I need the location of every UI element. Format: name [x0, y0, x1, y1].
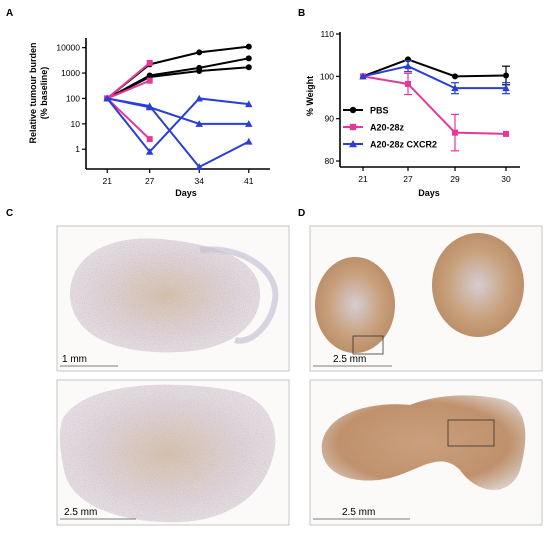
chart-a-point — [245, 64, 252, 71]
scale-label-c-top: 1 mm — [62, 354, 87, 365]
chart-a-point — [196, 68, 203, 75]
panel-label-d: D — [298, 208, 305, 219]
chart-a-point — [145, 103, 154, 111]
micrograph-c-top: 1 mm — [56, 225, 290, 372]
chart-a-ylabel: Relative tumour burden — [28, 42, 38, 143]
micrograph-d-top: 2.5 mm — [309, 225, 543, 372]
chart-b-y-tick-label: 110 — [320, 29, 334, 39]
chart-a-x-tick-label: 27 — [145, 176, 155, 186]
chart-b-series-line — [362, 58, 507, 78]
chart-a-series-line — [106, 62, 151, 100]
chart-b-y-tick-label: 80 — [325, 156, 335, 166]
chart-b-ylabel: % Weight — [305, 76, 315, 116]
chart-a-point — [146, 59, 153, 66]
chart-a-point — [195, 94, 203, 102]
chart-a-y-tick-label: 1000 — [61, 68, 80, 78]
chart-a-point — [245, 100, 253, 108]
panel-label-c: C — [6, 208, 13, 219]
chart-b-point — [503, 72, 509, 79]
panel-label-a: A — [6, 8, 13, 19]
chart-b-legend-marker — [349, 123, 357, 131]
chart-b-point — [503, 130, 509, 137]
chart-a-x-tick-label: 21 — [102, 176, 112, 186]
chart-a-point — [196, 49, 203, 56]
chart-b-legend-label: PBS — [370, 106, 389, 116]
micrograph-c-bottom: 2.5 mm — [56, 379, 290, 526]
chart-a-xlabel: Days — [175, 188, 197, 198]
chart-b-xlabel: Days — [418, 188, 440, 198]
chart-b-point — [502, 84, 510, 92]
chart-a-series-line — [106, 97, 249, 154]
chart-a-point — [245, 120, 253, 127]
chart-b-series-line — [362, 75, 507, 135]
chart-a-point — [245, 43, 252, 50]
chart-b-x-tick-label: 27 — [403, 174, 413, 184]
scale-label-d-bottom: 2.5 mm — [342, 507, 375, 518]
chart-a-point — [195, 163, 203, 170]
chart-a-point — [146, 77, 153, 84]
chart-a-point — [195, 120, 203, 127]
chart-b-point — [359, 72, 367, 80]
chart-a-series-line — [106, 97, 151, 140]
chart-a-y-tick-label: 1 — [75, 144, 80, 154]
chart-b-point — [404, 62, 412, 70]
chart-a-point — [245, 55, 252, 62]
chart-b-point — [452, 129, 458, 136]
chart-a: Relative tumour burden (% baseline) Days… — [28, 38, 270, 198]
micrograph-d-bottom: 2.5 mm — [309, 379, 543, 526]
chart-a-y-tick-label: 100 — [66, 93, 80, 103]
scale-label-c-bottom: 2.5 mm — [64, 507, 97, 518]
chart-a-y-tick-label: 10000 — [56, 43, 80, 53]
chart-b-legend-label: A20-28z CXCR2 — [370, 140, 437, 150]
chart-b-x-tick-label: 30 — [501, 174, 511, 184]
chart-a-point — [245, 137, 253, 145]
chart-a-series-line — [106, 45, 249, 100]
inset-box — [447, 419, 495, 447]
chart-a-series-line — [106, 79, 151, 100]
chart-a-x-tick-label: 41 — [244, 176, 254, 186]
chart-b-legend-label: A20-28z — [370, 123, 405, 133]
chart-a-y-tick-label: 10 — [71, 119, 81, 129]
chart-b-y-tick-label: 100 — [320, 71, 334, 81]
chart-a-ylabel-2: (% baseline) — [39, 67, 49, 120]
panel-label-b: B — [298, 8, 305, 19]
chart-a-series-line — [107, 97, 250, 169]
chart-a-point — [146, 136, 153, 143]
scale-label-d-top: 2.5 mm — [333, 354, 366, 365]
inset-box — [352, 335, 384, 355]
chart-b-x-tick-label: 21 — [358, 174, 368, 184]
chart-a-series-line — [106, 66, 249, 100]
chart-b-point — [405, 80, 411, 87]
chart-b: % Weight Days 110 100 90 80 21 27 29 30 PBS A20-2… — [305, 29, 520, 198]
chart-b-legend-marker — [349, 140, 357, 148]
chart-b-x-tick-label: 29 — [450, 174, 460, 184]
chart-b-series-line — [362, 65, 506, 90]
chart-a-series-line — [106, 57, 249, 100]
chart-a-point — [103, 94, 111, 102]
chart-a-point — [145, 147, 154, 155]
chart-a-x-tick-label: 34 — [194, 176, 204, 186]
chart-b-legend-marker — [349, 106, 357, 114]
chart-b-y-tick-label: 90 — [325, 114, 335, 124]
chart-a-series-line — [107, 97, 249, 125]
chart-b-point — [451, 84, 459, 92]
chart-b-point — [452, 73, 458, 80]
